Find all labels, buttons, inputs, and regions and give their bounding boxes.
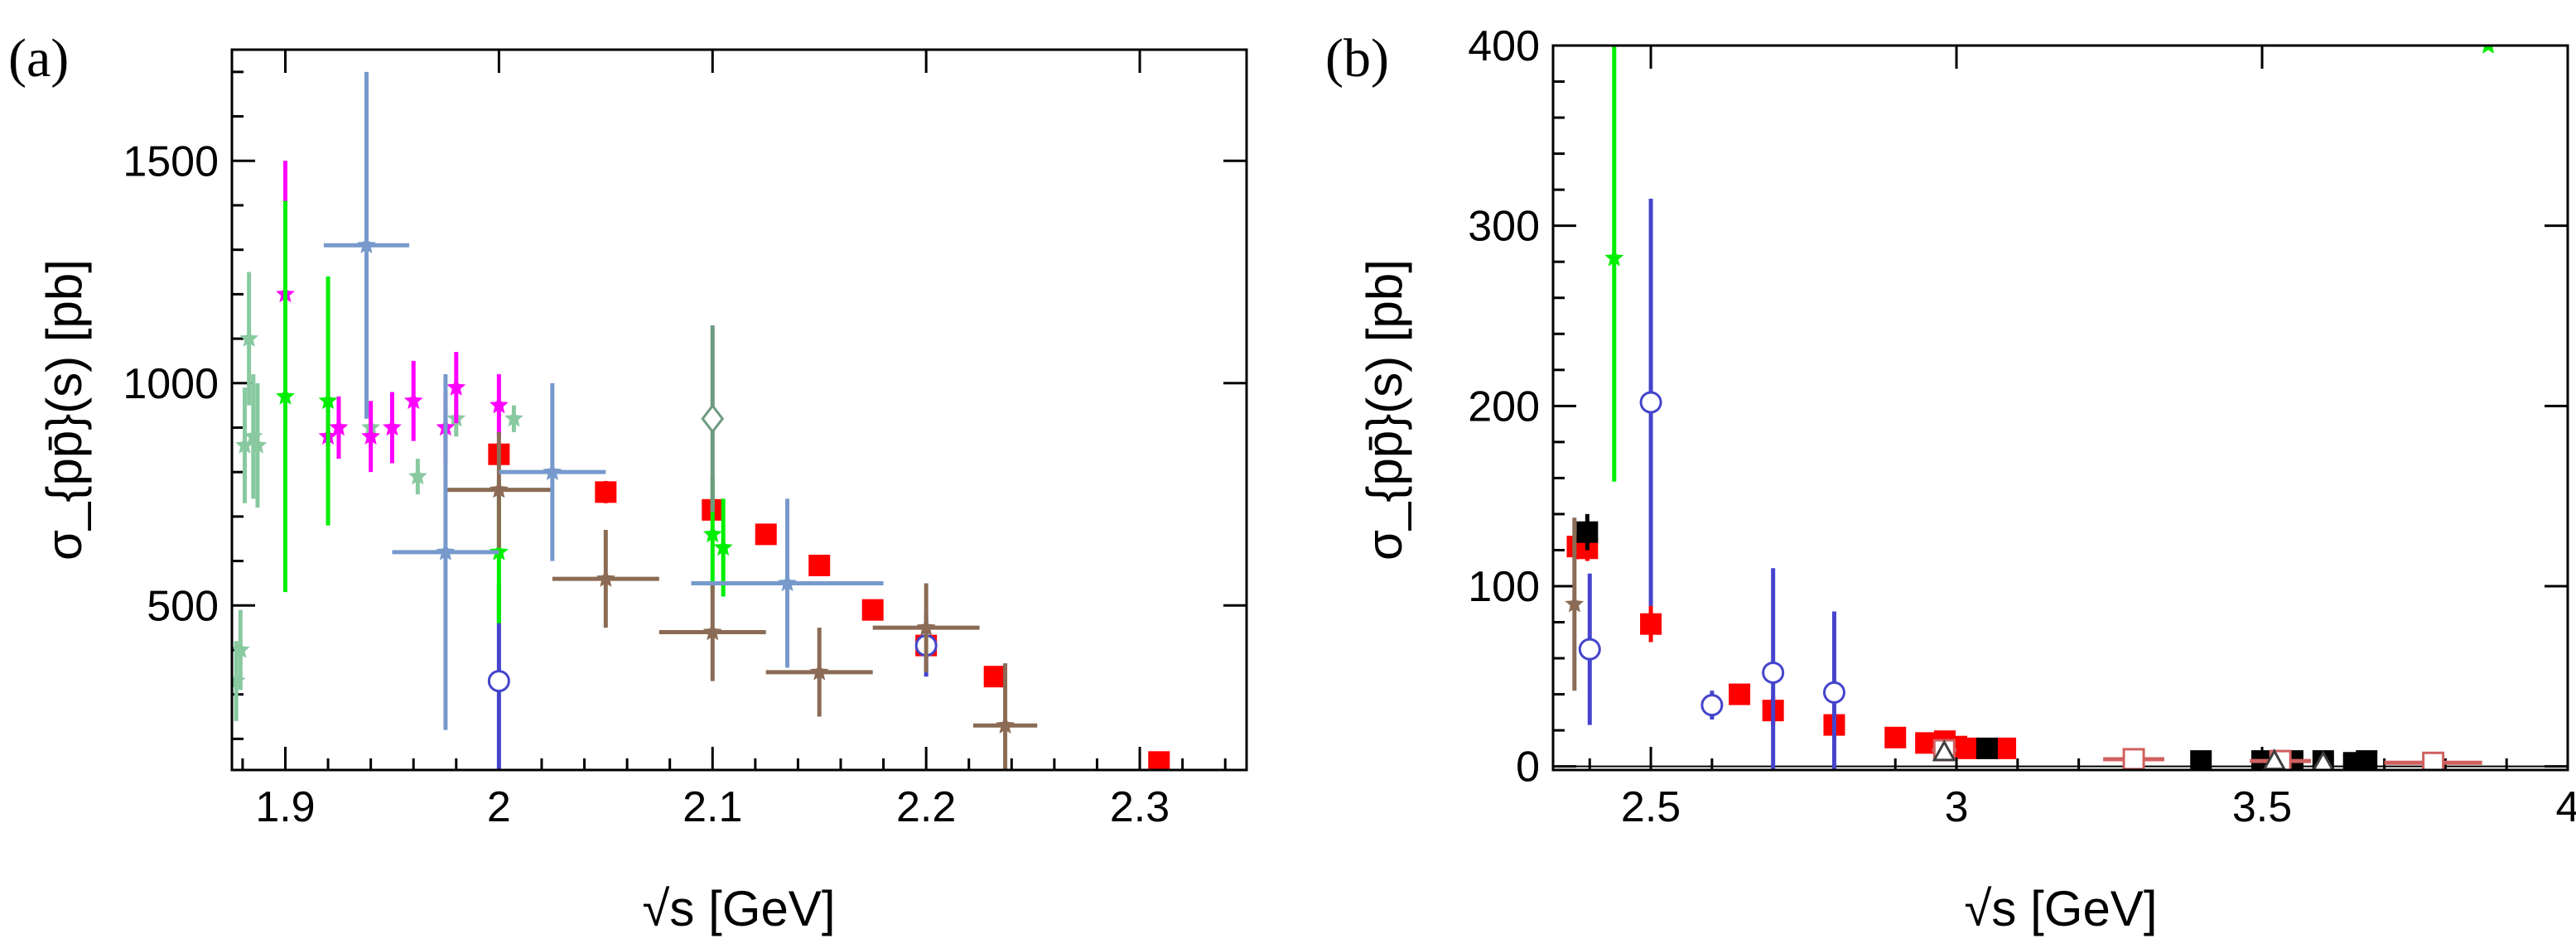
data-point — [916, 618, 936, 636]
y-tick-label: 200 — [1468, 383, 1540, 431]
data-point — [1884, 726, 1907, 748]
y-tick-label: 1500 — [123, 137, 219, 185]
data-point — [702, 524, 722, 543]
series-cmd3-2019 — [232, 272, 523, 721]
data-point — [1762, 661, 1785, 684]
data-point — [1640, 613, 1662, 635]
data-point — [2190, 750, 2212, 770]
data-point — [357, 235, 376, 253]
series-besiii-2015 — [1576, 513, 2378, 770]
data-point — [490, 541, 509, 561]
data-point — [1822, 681, 1845, 704]
series-besiii-2020 — [1566, 533, 2017, 759]
data-point — [329, 417, 349, 436]
series-bes — [1578, 199, 1845, 770]
data-point — [232, 640, 250, 658]
data-point — [543, 462, 562, 480]
data-point — [861, 599, 884, 621]
y-tick-label: 500 — [147, 582, 219, 630]
series-dm2 — [1565, 517, 1585, 691]
x-tick-label: 2.2 — [896, 783, 956, 831]
data-point — [2122, 748, 2145, 770]
data-point — [1975, 737, 1998, 759]
y-tick-label: 300 — [1468, 203, 1540, 251]
data-point — [596, 569, 615, 587]
data-point — [436, 541, 456, 561]
panel-a-frame — [230, 48, 1248, 772]
data-point — [361, 426, 380, 445]
data-point — [1639, 391, 1662, 414]
data-point — [239, 329, 258, 347]
data-point — [408, 466, 427, 485]
y-tick-label: 0 — [1516, 743, 1540, 792]
panel-a-label: (a) — [8, 28, 69, 89]
data-point — [248, 436, 268, 454]
panel-b-label: (b) — [1325, 28, 1389, 89]
y-tick-label: 100 — [1468, 563, 1540, 611]
panel-b-x-axis-label: √s [GeV] — [1965, 881, 2158, 936]
x-tick-label: 2 — [487, 783, 511, 831]
data-point — [235, 436, 254, 454]
data-point — [504, 408, 523, 427]
y-tick-label: 1000 — [123, 360, 219, 408]
x-tick-label: 4 — [2556, 783, 2576, 831]
data-point — [276, 386, 295, 405]
data-point — [487, 670, 510, 693]
data-point — [2422, 751, 2445, 770]
data-point — [1729, 683, 1751, 705]
series-adone — [701, 325, 725, 512]
panel-b-y-axis-label: σ_{pp̄}(s) [pb] — [1357, 259, 1412, 561]
data-point — [996, 715, 1015, 734]
data-point — [1604, 248, 1624, 267]
data-point — [1148, 751, 1170, 770]
data-point — [1957, 737, 1980, 759]
series-dm2 — [445, 431, 1038, 770]
data-point — [1995, 737, 2017, 759]
panel-a: (a) 500 1000 1500 1.9 2 2.1 2.2 2.3 √s [GeV] σ… — [8, 28, 1248, 936]
data-point — [702, 622, 722, 641]
x-tick-label: 2.1 — [683, 783, 742, 831]
data-point — [2482, 46, 2495, 54]
data-point — [983, 666, 1006, 688]
panel-a-x-axis-label: √s [GeV] — [643, 881, 836, 936]
series-besiii-2020 — [488, 443, 1170, 770]
data-point — [1565, 594, 1585, 613]
x-tick-label: 2.5 — [1621, 783, 1681, 831]
data-point — [808, 554, 831, 576]
panel-a-y-axis-label: σ_{pp̄}(s) [pb] — [36, 259, 92, 561]
data-point — [1932, 739, 1956, 762]
series-e760 — [1932, 739, 2335, 770]
data-point — [2356, 750, 2378, 770]
data-point — [701, 403, 725, 434]
x-tick-label: 3 — [1945, 783, 1969, 831]
data-point — [595, 481, 617, 503]
data-point — [383, 417, 402, 436]
series-cmd3-2016 — [276, 161, 509, 473]
data-point — [778, 573, 797, 592]
x-tick-label: 3.5 — [2232, 783, 2292, 831]
data-point — [1700, 694, 1724, 717]
data-point — [713, 537, 733, 556]
y-tick-label: 400 — [1468, 22, 1540, 70]
data-point — [490, 479, 509, 498]
data-point — [490, 395, 509, 414]
panel-b: (b) 0 100 200 300 400 2.5 3 3.5 4 √s [GeV] σ_{p… — [1325, 22, 2576, 936]
data-point — [403, 391, 423, 409]
data-point — [318, 391, 338, 409]
x-tick-label: 1.9 — [255, 783, 315, 831]
data-point — [1576, 521, 1599, 543]
data-point — [755, 523, 777, 546]
series-e835 — [1932, 739, 2482, 770]
data-point — [2312, 750, 2335, 770]
series-fenice — [1604, 46, 2495, 482]
series-dm1 — [323, 71, 884, 730]
panel-b-frame — [1551, 44, 2569, 772]
data-point — [1578, 638, 1601, 661]
data-point — [809, 662, 829, 681]
data-point — [446, 378, 466, 396]
x-tick-label: 2.3 — [1110, 783, 1170, 831]
